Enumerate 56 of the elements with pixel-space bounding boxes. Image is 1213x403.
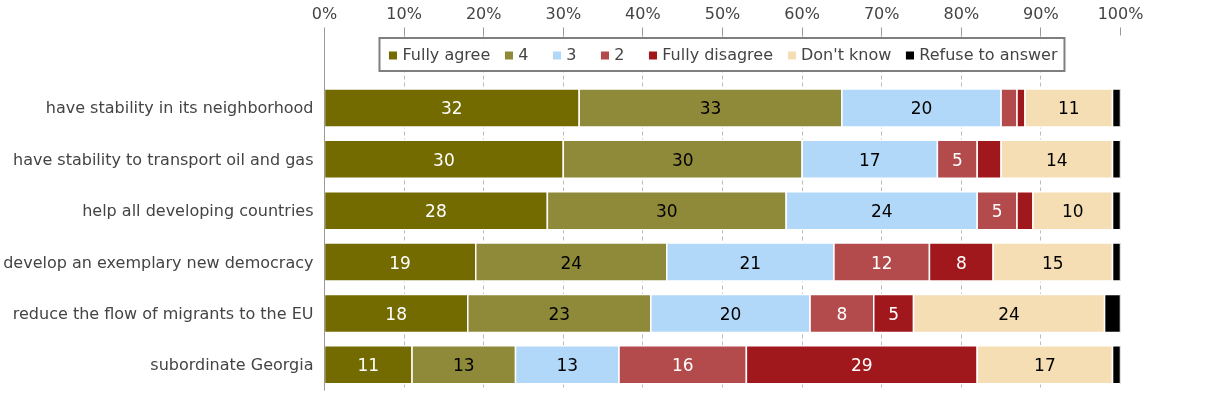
x-tick-label: 40% bbox=[625, 3, 661, 23]
data-label: 13 bbox=[452, 355, 475, 376]
data-label: 19 bbox=[389, 252, 411, 273]
x-tick-label: 60% bbox=[784, 3, 820, 23]
y-tick-label: have stability to transport oil and gas bbox=[13, 149, 314, 169]
data-label: 13 bbox=[556, 355, 579, 376]
data-label: 24 bbox=[560, 252, 583, 273]
y-tick-label: develop an exemplary new democracy bbox=[3, 252, 314, 272]
data-label: 20 bbox=[910, 98, 933, 119]
legend-label: Don't know bbox=[801, 45, 892, 64]
y-tick-label: reduce the flow of migrants to the EU bbox=[12, 303, 314, 323]
legend-label: Refuse to answer bbox=[919, 45, 1058, 64]
data-label: 20 bbox=[719, 303, 742, 324]
x-tick-label: 20% bbox=[465, 3, 502, 23]
data-label: 15 bbox=[1042, 252, 1064, 273]
data-label: 17 bbox=[1034, 355, 1056, 376]
data-label: 30 bbox=[433, 149, 455, 170]
data-label: 23 bbox=[548, 303, 571, 324]
y-tick-label: subordinate Georgia bbox=[150, 355, 314, 375]
x-tick-label: 70% bbox=[863, 3, 900, 23]
data-label: 21 bbox=[739, 252, 762, 273]
data-label: 8 bbox=[955, 252, 967, 273]
x-tick-label: 80% bbox=[943, 3, 980, 23]
data-label: 24 bbox=[998, 303, 1020, 324]
x-tick-label: 50% bbox=[704, 3, 741, 23]
data-label: 5 bbox=[991, 201, 1003, 222]
legend-label: Fully disagree bbox=[662, 45, 774, 64]
data-label: 24 bbox=[870, 201, 893, 222]
data-label: 30 bbox=[655, 201, 678, 222]
data-label: 14 bbox=[1046, 149, 1068, 170]
legend-label: 2 bbox=[614, 45, 626, 64]
data-label: 11 bbox=[1057, 98, 1080, 119]
data-label: 32 bbox=[441, 98, 463, 119]
data-label: 11 bbox=[357, 355, 380, 376]
x-tick-label: 30% bbox=[545, 3, 582, 23]
x-tick-label: 100% bbox=[1097, 3, 1144, 23]
data-label: 29 bbox=[850, 355, 873, 376]
legend-label: Fully agree bbox=[402, 45, 491, 64]
legend-label: 4 bbox=[518, 45, 530, 64]
legend-label: 3 bbox=[566, 45, 578, 64]
x-tick-label: 90% bbox=[1023, 3, 1059, 23]
data-label: 12 bbox=[870, 252, 893, 273]
data-label: 5 bbox=[951, 149, 963, 170]
data-label: 16 bbox=[671, 355, 694, 376]
data-label: 30 bbox=[671, 149, 694, 170]
y-tick-label: help all developing countries bbox=[82, 201, 314, 221]
y-tick-label: have stability in its neighborhood bbox=[45, 98, 314, 118]
data-label: 10 bbox=[1061, 201, 1084, 222]
data-label: 8 bbox=[836, 303, 848, 324]
x-tick-label: 10% bbox=[386, 3, 422, 23]
x-tick-label: 0% bbox=[311, 3, 338, 23]
data-label: 18 bbox=[385, 303, 407, 324]
data-label: 17 bbox=[858, 149, 881, 170]
data-label: 28 bbox=[425, 201, 447, 222]
data-label: 5 bbox=[888, 303, 900, 324]
data-label: 33 bbox=[699, 98, 722, 119]
